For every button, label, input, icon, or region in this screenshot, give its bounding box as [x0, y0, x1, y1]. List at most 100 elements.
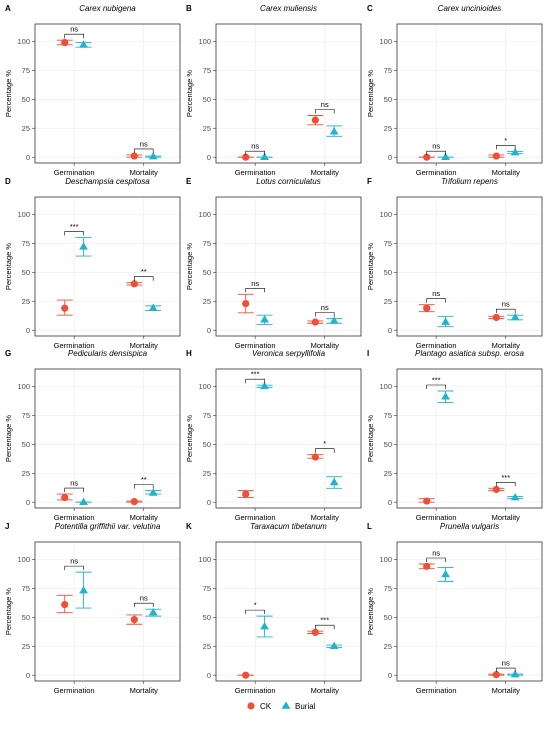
significance-label: *** [320, 616, 329, 625]
plot-frame [396, 196, 543, 337]
significance-bracket [315, 624, 335, 630]
significance-bracket [134, 148, 154, 153]
y-axis-title: Percentage % [366, 70, 375, 117]
plot-frame [34, 23, 181, 164]
x-tick-label: Germination [416, 686, 457, 695]
panel-e: E Lotus corniculatus 0 25 50 75 100 Germination… [185, 177, 362, 350]
significance-label: ** [141, 475, 147, 484]
significance-label: ns [70, 25, 78, 34]
y-tick-label: 100 [17, 210, 30, 219]
significance-bracket [496, 145, 516, 150]
x-tick-label: Mortality [492, 341, 521, 350]
significance-label: ns [70, 479, 78, 488]
y-tick-label: 75 [22, 239, 30, 248]
y-axis-title: Percentage % [4, 70, 13, 117]
x-tick-label: Germination [54, 513, 95, 522]
plot-frame [215, 23, 362, 164]
panel-f: F Trifolium repens 0 25 50 75 100 Germination Mo… [366, 177, 543, 350]
significance-label: *** [251, 370, 260, 379]
panel-a: A Carex nubigena 0 25 50 75 100 Germination Mort… [4, 4, 181, 177]
y-tick-label: 50 [384, 440, 392, 449]
significance-bracket [64, 565, 84, 571]
y-tick-label: 0 [388, 326, 392, 335]
panel-k: K Taraxacum tibetanum 0 25 50 75 100 Germinatio… [186, 522, 362, 695]
significance-label: *** [70, 222, 79, 231]
panel-letter: A [5, 4, 11, 13]
y-tick-label: 25 [22, 469, 30, 478]
data-point [79, 242, 88, 250]
y-tick-label: 100 [379, 210, 392, 219]
panel-c: C Carex uncinioides 0 25 50 75 100 Germination M… [366, 4, 543, 177]
data-point [61, 38, 69, 47]
significance-label: ns [432, 142, 440, 151]
series-ck [418, 562, 505, 679]
data-point [492, 313, 500, 322]
x-tick-label: Germination [235, 341, 276, 350]
y-tick-label: 50 [22, 95, 30, 104]
y-tick-label: 25 [384, 469, 392, 478]
y-tick-label: 75 [203, 239, 211, 248]
y-tick-label: 75 [384, 66, 392, 75]
y-tick-label: 0 [388, 153, 392, 162]
significance-bracket [426, 557, 446, 563]
series-ck [237, 115, 324, 161]
panel-title: Carex muliensis [260, 4, 317, 13]
panel-l: L Prunella vulgaris 0 25 50 75 100 Germination M… [366, 522, 543, 695]
data-point [260, 381, 269, 390]
data-point [510, 670, 520, 678]
y-tick-label: 50 [203, 95, 211, 104]
data-point [329, 316, 339, 324]
significance-bracket [426, 150, 446, 156]
plot-frame [396, 368, 543, 509]
y-tick-label: 75 [384, 584, 392, 593]
series-burial [256, 381, 343, 489]
panel-i: I Plantago asiatica subsp. erosa 0 25 50 75 10… [366, 349, 543, 522]
y-tick-label: 0 [26, 153, 30, 162]
y-tick-label: 50 [384, 268, 392, 277]
y-tick-label: 100 [198, 382, 211, 391]
panel-d: D Deschampsia cespitosa 0 25 50 75 100 Germinat… [4, 177, 181, 350]
data-point [329, 127, 339, 135]
y-tick-label: 25 [384, 124, 392, 133]
y-axis-title: Percentage % [366, 588, 375, 635]
significance-label: ** [141, 267, 147, 276]
y-tick-label: 75 [203, 66, 211, 75]
x-tick-label: Mortality [130, 168, 159, 177]
series-ck [237, 293, 324, 326]
x-tick-label: Mortality [492, 513, 521, 522]
data-point [423, 562, 431, 570]
significance-label: ns [321, 303, 329, 312]
y-tick-label: 0 [207, 498, 211, 507]
data-point [441, 152, 450, 160]
plot-frame [396, 23, 543, 164]
panel-letter: B [186, 4, 192, 13]
y-tick-label: 75 [22, 584, 30, 593]
panel-title: Lotus corniculatus [256, 177, 320, 186]
significance-bracket [496, 308, 516, 314]
significance-bracket [245, 609, 265, 615]
data-point [79, 40, 88, 48]
x-tick-label: Germination [416, 168, 457, 177]
x-tick-label: Mortality [130, 513, 159, 522]
y-tick-label: 50 [203, 613, 211, 622]
significance-label: ns [140, 139, 148, 148]
y-tick-label: 0 [26, 498, 30, 507]
y-tick-label: 25 [22, 297, 30, 306]
legend-ck-marker [247, 702, 255, 710]
x-tick-label: Germination [54, 686, 95, 695]
data-point [61, 600, 69, 609]
x-tick-label: Germination [416, 513, 457, 522]
significance-bracket [496, 482, 516, 487]
data-point [242, 671, 250, 679]
y-tick-label: 0 [26, 671, 30, 680]
panel-letter: E [186, 177, 192, 186]
panel-title: Pedicularis densispica [68, 349, 148, 358]
y-tick-label: 100 [379, 555, 392, 564]
significance-bracket [64, 231, 84, 236]
significance-bracket [245, 378, 265, 384]
significance-bracket [245, 150, 265, 156]
data-point [492, 485, 500, 494]
panel-title: Deschampsia cespitosa [65, 177, 150, 186]
x-tick-label: Germination [235, 686, 276, 695]
